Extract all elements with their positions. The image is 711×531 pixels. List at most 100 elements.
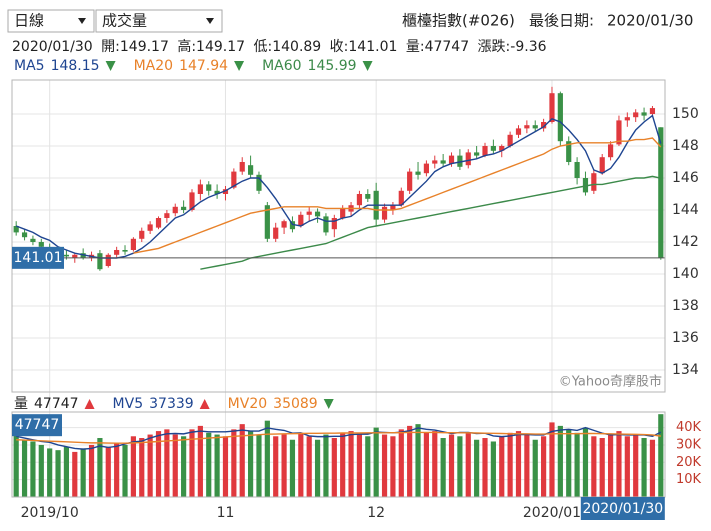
legend-name: 量 [14,396,28,412]
candle-body [13,226,19,233]
candle-body [649,108,656,114]
volume-bar [591,436,597,497]
candle-body [432,160,438,164]
candle-body [314,211,321,217]
quote-row: 2020/01/30 開:149.17 高:149.17 低:140.89 收:… [12,38,547,55]
y-tick-label: 146 [672,170,699,186]
candle-body [515,128,522,135]
mv-line [16,431,661,444]
volume-bar [47,448,53,497]
candle-body [114,250,120,255]
y-tick-label: 142 [672,234,699,250]
candle-body [624,117,630,121]
candle-body [557,93,563,142]
y-tick-label: 148 [672,138,699,154]
candle-body [549,93,555,122]
legend-name: MV20 [228,396,267,412]
candle-body [398,190,404,206]
volume-bar [624,436,630,497]
volume-bar [507,432,513,497]
quote-value: -9.36 [510,39,546,55]
candle-body [532,125,538,129]
volume-bar [390,436,396,497]
x-tick-label: 2019/10 [21,505,79,521]
quote-value: 149.17 [196,39,245,55]
labels: 134 136 138 140 142 144 146 148 150 10K 20K 30K 40K 2… [12,58,702,520]
volume-bar [197,425,203,497]
volume-bar [457,436,463,497]
volume-bar [147,434,153,497]
volume-tick-label: 30K [676,437,702,452]
volume-bar [314,439,321,497]
candle-body [323,216,329,233]
candle-body [331,218,337,230]
candle-body [390,205,396,210]
volume-bar [172,434,178,497]
y-tick-label: 150 [672,106,699,122]
volume-bar [256,434,262,497]
y-tick-label: 144 [672,202,699,218]
volume-bar [381,434,388,497]
x-tick-label: 2020/01 [523,505,581,521]
period-select[interactable] [7,9,95,33]
volume-bar [97,438,103,497]
candle-body [214,190,220,194]
volume-bar [30,441,36,497]
candle-body [423,163,429,174]
candle-body [591,173,597,191]
volume-bar [582,427,589,497]
ma-line [200,175,661,270]
volume-bar [549,422,555,497]
volume-bar [306,436,312,497]
volume-bar [181,436,187,497]
candle-body [248,165,254,175]
candle-body [306,211,312,215]
watermark: ©Yahoo奇摩股市 [559,374,662,390]
candle-body [574,162,580,178]
quote-value: 140.89 [272,39,321,55]
trend-arrow [105,61,116,71]
volume-bar [80,448,86,497]
candle-body [130,238,136,250]
volume-bar [423,432,429,497]
volume-bar [465,432,471,497]
candle-body [298,214,304,226]
y-tick-label: 140 [672,266,699,282]
candle-body [474,152,480,156]
quote-label: 漲跌: [478,39,511,55]
volume-bar [557,425,563,497]
volume-bar [373,427,379,497]
mv-line [16,426,662,450]
candle-body [365,194,371,199]
volume-bar [474,439,480,497]
volume-bar [239,424,245,497]
y-tick-label: 136 [672,330,699,346]
period-label: 日線 [14,12,44,30]
volume-bar [289,439,296,497]
candle-body [440,160,446,164]
indicator-select[interactable] [95,9,223,33]
candle-body [80,253,86,258]
candle-body [147,224,153,231]
volume-bar [532,439,538,497]
volume-bar [398,429,404,497]
volume-bar [616,431,622,497]
candle-body [172,206,178,214]
y-tick-label: 138 [672,298,699,314]
candle-body [407,171,413,191]
candle-body [231,171,237,188]
candle-body [524,125,530,129]
quote-label: 量: [406,39,425,55]
volume-bar [273,436,279,497]
quote-date: 2020/01/30 [12,39,93,55]
volume-bar [415,424,421,497]
volume-bar [206,432,212,497]
candle-body [139,230,145,239]
volume-bar [432,431,438,497]
volume-bar [281,434,287,497]
volume-bar [155,431,162,497]
legend-name: MA60 [262,58,301,74]
last-price-label: 141.01 [14,250,63,266]
